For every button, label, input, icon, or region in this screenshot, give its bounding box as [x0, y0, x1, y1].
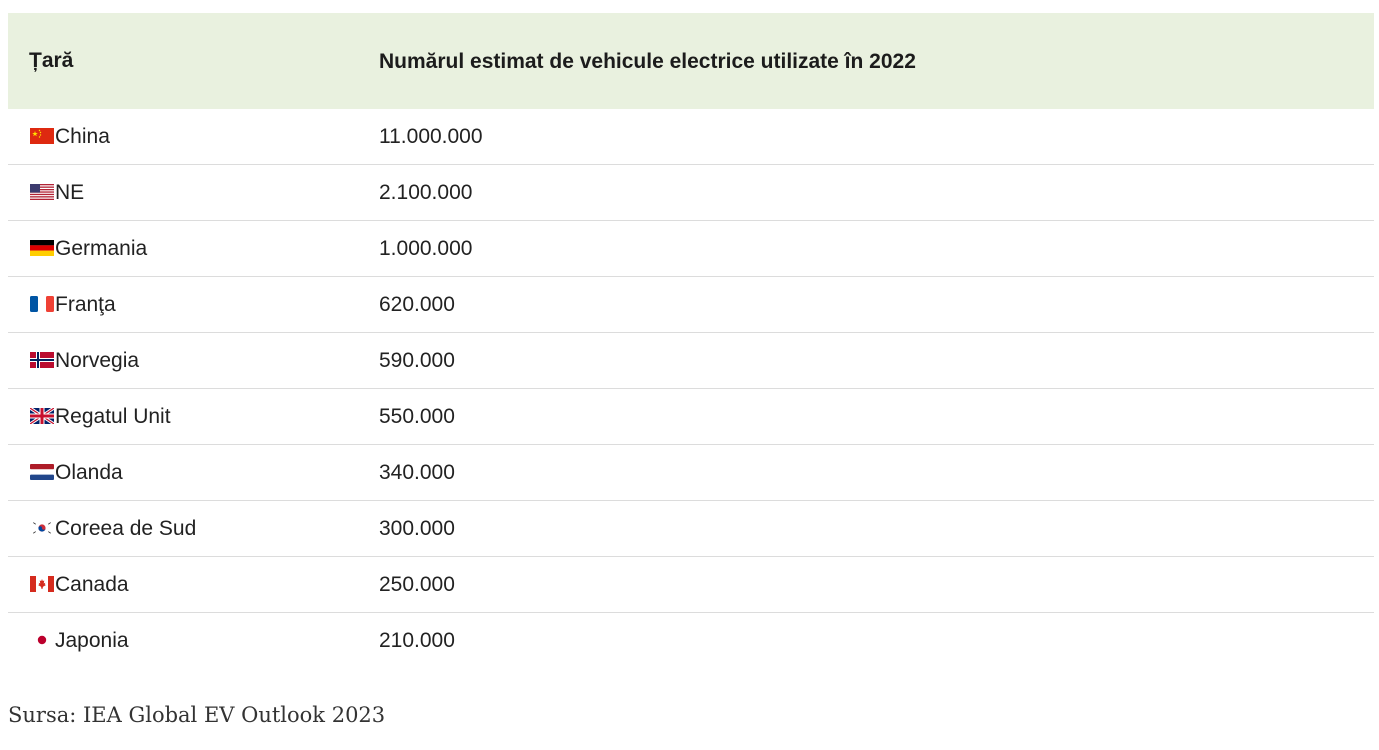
table-row: Coreea de Sud 300.000: [8, 500, 1374, 557]
country-cell: China: [8, 109, 357, 165]
germany-flag-icon: [30, 239, 54, 256]
ev-count-cell: 590.000: [357, 332, 1374, 389]
uk-flag-icon: [30, 407, 54, 424]
country-cell: Germania: [8, 220, 357, 277]
table-row: Regatul Unit 550.000: [8, 388, 1374, 445]
source-note: Sursa: IEA Global EV Outlook 2023: [8, 703, 386, 727]
ev-table-container: Țară Numărul estimat de vehicule electri…: [8, 13, 1374, 668]
country-cell: Japonia: [8, 613, 357, 669]
country-cell: Canada: [8, 556, 357, 613]
country-cell: Coreea de Sud: [8, 500, 357, 557]
header-ev-count: Numărul estimat de vehicule electrice ut…: [357, 13, 1374, 109]
country-name: Canada: [55, 572, 129, 596]
canada-flag-icon: [30, 575, 54, 592]
country-name: Coreea de Sud: [55, 516, 197, 540]
south-korea-flag-icon: [30, 519, 54, 536]
country-name: NE: [55, 180, 85, 204]
country-name: China: [55, 124, 110, 148]
header-ev-count-label: Numărul estimat de vehicule electrice ut…: [379, 49, 916, 73]
ev-table: Țară Numărul estimat de vehicule electri…: [8, 13, 1374, 668]
table-row: Japonia 210.000: [8, 613, 1374, 669]
country-cell: Regatul Unit: [8, 388, 357, 445]
ev-count-cell: 550.000: [357, 388, 1374, 445]
country-name: Olanda: [55, 460, 123, 484]
country-cell: Franţa: [8, 276, 357, 333]
country-cell: NE: [8, 164, 357, 221]
ev-count-cell: 300.000: [357, 500, 1374, 557]
china-flag-icon: [30, 127, 54, 144]
country-name: Franţa: [55, 292, 116, 316]
ev-count-cell: 250.000: [357, 556, 1374, 613]
ev-count-cell: 210.000: [379, 628, 455, 652]
norway-flag-icon: [30, 351, 54, 368]
ev-count-cell: 620.000: [357, 276, 1374, 333]
country-cell: Olanda: [8, 444, 357, 501]
header-country: Țară: [29, 49, 74, 72]
table-row: Germania 1.000.000: [8, 220, 1374, 277]
netherlands-flag-icon: [30, 463, 54, 480]
country-name: Germania: [55, 236, 148, 260]
table-row: China 11.000.000: [8, 109, 1374, 165]
table-row: Olanda 340.000: [8, 444, 1374, 501]
table-row: NE 2.100.000: [8, 164, 1374, 221]
country-cell: Norvegia: [8, 332, 357, 389]
ev-count-cell: 1.000.000: [357, 220, 1374, 277]
france-flag-icon: [30, 295, 54, 312]
table-row: Canada 250.000: [8, 556, 1374, 613]
table-header-row: Țară Numărul estimat de vehicule electri…: [8, 13, 1374, 109]
ev-count-cell: 2.100.000: [357, 164, 1374, 221]
table-row: Franţa 620.000: [8, 276, 1374, 333]
japan-flag-icon: [30, 631, 54, 648]
ev-count-cell: 11.000.000: [357, 109, 1374, 165]
ev-count-cell: 340.000: [357, 444, 1374, 501]
country-name: Norvegia: [55, 348, 140, 372]
usa-flag-icon: [30, 183, 54, 200]
table-row: Norvegia 590.000: [8, 332, 1374, 389]
country-name: Japonia: [55, 628, 129, 652]
country-name: Regatul Unit: [55, 404, 171, 428]
